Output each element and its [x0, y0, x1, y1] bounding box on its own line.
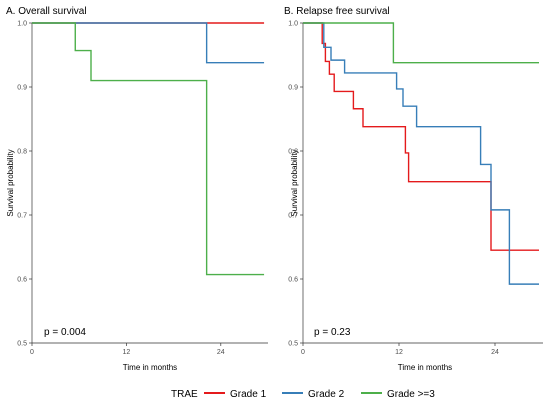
y-tick-label: 0.9 [288, 85, 298, 92]
legend-title: TRAE [171, 389, 198, 400]
x-axis-title: Time in months [398, 363, 452, 372]
legend: TRAE Grade 1 Grade 2 Grade >=3 [171, 389, 435, 400]
panel-title: A. Overall survival [6, 6, 87, 17]
x-tick-label: 0 [301, 349, 305, 356]
series-line-grade-2 [32, 22, 265, 64]
legend-label-grade-2: Grade 2 [308, 389, 345, 400]
legend-label-grade-3plus: Grade >=3 [387, 389, 435, 400]
series-line-grade-3 [32, 22, 265, 276]
series-line-grade-1 [303, 22, 539, 251]
y-tick-label: 1.0 [288, 21, 298, 28]
y-tick-label: 0.6 [288, 277, 298, 284]
series-line-grade-2 [303, 22, 539, 285]
y-tick-label: 0.6 [17, 277, 27, 284]
x-tick-label: 12 [123, 349, 131, 356]
x-axis-title: Time in months [123, 363, 177, 372]
y-tick-label: 0.5 [288, 341, 298, 348]
x-tick-label: 24 [491, 349, 499, 356]
y-tick-label: 0.5 [17, 341, 27, 348]
y-tick-label: 0.7 [17, 213, 27, 220]
y-axis-title: Survival probability [6, 149, 15, 216]
x-tick-label: 24 [217, 349, 225, 356]
x-tick-label: 12 [395, 349, 403, 356]
panel-relapse-free-survival: B. Relapse free survival Survival probab… [284, 6, 543, 372]
x-tick-label: 0 [30, 349, 34, 356]
legend-label-grade-1: Grade 1 [230, 389, 267, 400]
p-value-annotation: p = 0.23 [314, 327, 351, 338]
panel-overall-survival: A. Overall survival Survival probability… [6, 6, 268, 372]
p-value-annotation: p = 0.004 [44, 327, 86, 338]
series-line-grade-3 [303, 22, 539, 64]
y-tick-label: 0.7 [288, 213, 298, 220]
y-tick-label: 1.0 [17, 21, 27, 28]
y-tick-label: 0.8 [17, 149, 27, 156]
panel-title: B. Relapse free survival [284, 6, 390, 17]
y-tick-label: 0.9 [17, 85, 27, 92]
y-tick-label: 0.8 [288, 149, 298, 156]
y-axis-title: Survival probability [290, 149, 299, 216]
